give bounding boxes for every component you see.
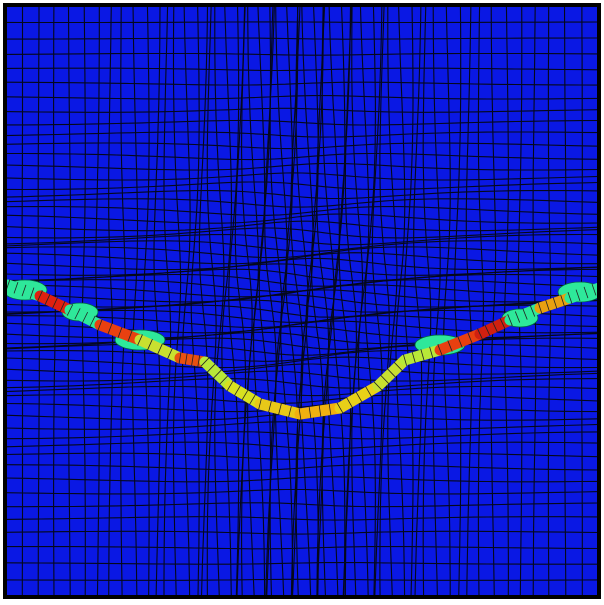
mesh-line <box>22 5 23 597</box>
mesh-view <box>0 0 604 605</box>
mesh-background <box>5 5 599 597</box>
